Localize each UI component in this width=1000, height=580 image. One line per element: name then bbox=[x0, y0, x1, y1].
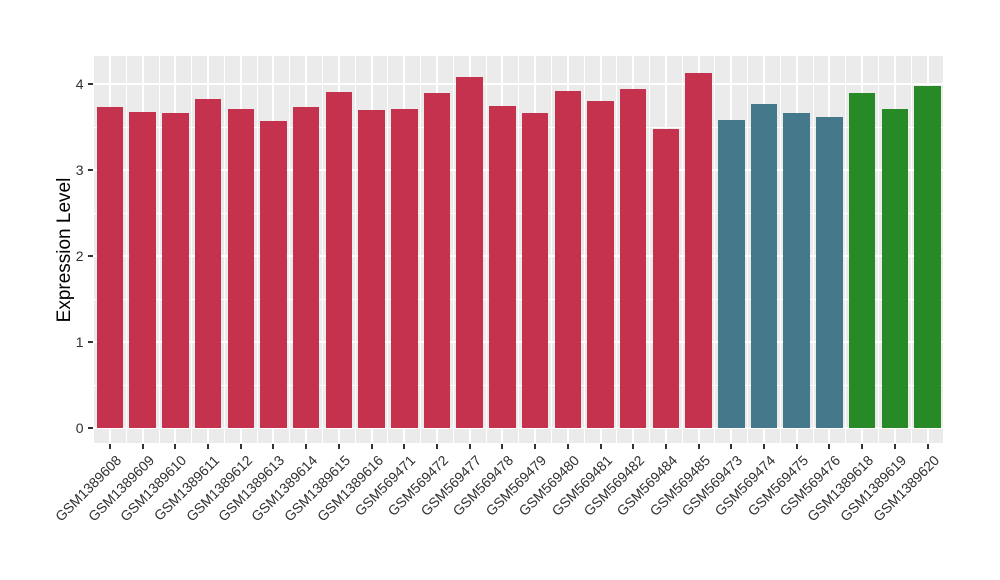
x-tick-mark bbox=[632, 444, 635, 449]
x-tick-mark bbox=[664, 444, 667, 449]
gridline-vertical-minor bbox=[485, 56, 487, 443]
x-tick-mark bbox=[239, 444, 242, 449]
x-tick-mark bbox=[599, 444, 602, 449]
bar-GSM569476 bbox=[816, 116, 843, 428]
bar-GSM569475 bbox=[783, 112, 810, 428]
gridline-vertical-minor bbox=[93, 56, 95, 443]
gridline-vertical-minor bbox=[223, 56, 225, 443]
x-tick-mark bbox=[272, 444, 275, 449]
gridline-vertical-minor bbox=[550, 56, 552, 443]
bar-GSM1389611 bbox=[194, 98, 222, 428]
gridline-vertical-minor bbox=[877, 56, 879, 443]
x-tick-mark bbox=[893, 444, 896, 449]
bar-GSM569481 bbox=[587, 100, 614, 428]
bar-GSM569472 bbox=[423, 92, 451, 428]
x-tick-mark bbox=[370, 444, 373, 449]
bar-GSM1389620 bbox=[914, 85, 941, 428]
bar-GSM569479 bbox=[521, 113, 549, 428]
bar-GSM569474 bbox=[750, 104, 778, 428]
x-tick-mark bbox=[566, 444, 569, 449]
bar-GSM569484 bbox=[652, 128, 680, 428]
x-tick-mark bbox=[174, 444, 177, 449]
x-tick-mark bbox=[305, 444, 308, 449]
gridline-vertical-minor bbox=[845, 56, 847, 443]
gridline-vertical-minor bbox=[452, 56, 454, 443]
bar-GSM1389614 bbox=[292, 107, 320, 428]
bar-GSM1389609 bbox=[129, 111, 156, 428]
x-tick-mark bbox=[730, 444, 733, 449]
y-tick-mark bbox=[87, 427, 93, 429]
y-tick-label: 3 bbox=[75, 162, 84, 179]
x-tick-mark bbox=[828, 444, 831, 449]
gridline-vertical-minor bbox=[158, 56, 160, 443]
gridline-vertical-minor bbox=[747, 56, 749, 443]
gridline-vertical-minor bbox=[583, 56, 585, 443]
gridline-vertical-minor bbox=[322, 56, 324, 443]
x-tick-mark bbox=[108, 444, 111, 449]
bar-GSM569471 bbox=[391, 109, 418, 428]
y-tick-label: 1 bbox=[75, 334, 84, 351]
gridline-vertical-minor bbox=[910, 56, 912, 443]
y-tick-mark bbox=[87, 83, 93, 86]
gridline-vertical-minor bbox=[387, 56, 389, 443]
y-tick-mark bbox=[87, 169, 93, 172]
x-tick-mark bbox=[337, 444, 340, 449]
x-tick-mark bbox=[861, 444, 864, 449]
gridline-vertical-minor bbox=[779, 56, 781, 443]
x-tick-mark bbox=[697, 444, 700, 449]
bar-GSM1389615 bbox=[325, 92, 353, 428]
x-tick-mark bbox=[207, 444, 210, 449]
bar-GSM1389612 bbox=[227, 109, 255, 428]
bar-GSM1389608 bbox=[96, 107, 124, 428]
bar-GSM1389613 bbox=[260, 121, 287, 428]
x-tick-mark bbox=[501, 444, 504, 449]
bar-GSM569482 bbox=[619, 88, 647, 428]
gridline-vertical-minor bbox=[191, 56, 193, 443]
bar-GSM569480 bbox=[554, 91, 582, 428]
gridline-vertical-minor bbox=[812, 56, 814, 443]
x-tick-mark bbox=[403, 444, 406, 449]
x-tick-mark bbox=[926, 444, 929, 449]
bar-GSM569478 bbox=[489, 105, 516, 428]
gridline-vertical-minor bbox=[354, 56, 356, 443]
gridline-vertical-minor bbox=[256, 56, 258, 443]
bar-GSM1389616 bbox=[358, 110, 385, 428]
x-tick-mark bbox=[468, 444, 471, 449]
gridline-vertical-minor bbox=[289, 56, 291, 443]
bar-GSM1389619 bbox=[881, 109, 909, 428]
y-tick-mark bbox=[87, 255, 93, 258]
x-tick-mark bbox=[141, 444, 144, 449]
gridline-vertical-minor bbox=[420, 56, 422, 443]
x-tick-mark bbox=[795, 444, 798, 449]
y-tick-label: 2 bbox=[75, 248, 84, 265]
x-tick-mark bbox=[763, 444, 766, 449]
bar-GSM1389618 bbox=[848, 92, 876, 428]
y-tick-label: 0 bbox=[75, 420, 84, 436]
bar-GSM569473 bbox=[718, 120, 745, 428]
bar-GSM569485 bbox=[685, 73, 712, 428]
bar-GSM569477 bbox=[456, 77, 483, 428]
gridline-vertical-minor bbox=[681, 56, 683, 443]
gridline-vertical-minor bbox=[714, 56, 716, 443]
x-tick-mark bbox=[534, 444, 537, 449]
gridline-vertical-minor bbox=[943, 56, 945, 443]
gridline-vertical-minor bbox=[518, 56, 520, 443]
gridline-vertical-minor bbox=[616, 56, 618, 443]
gridline-vertical-minor bbox=[125, 56, 127, 443]
y-tick-mark bbox=[87, 341, 93, 344]
gridline-vertical-minor bbox=[649, 56, 651, 443]
y-tick-label: 4 bbox=[75, 76, 84, 93]
bar-GSM1389610 bbox=[162, 112, 189, 428]
x-tick-mark bbox=[435, 444, 438, 449]
